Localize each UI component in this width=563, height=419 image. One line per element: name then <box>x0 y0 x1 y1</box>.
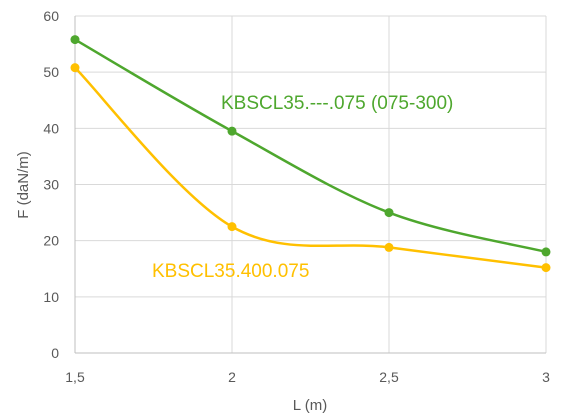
y-tick-label: 20 <box>43 233 59 249</box>
data-point <box>227 222 237 232</box>
series-label-green: KBSCL35.---.075 (075-300) <box>221 93 453 114</box>
y-tick-label: 50 <box>43 64 59 80</box>
y-axis-title: F (daN/m) <box>15 151 32 219</box>
x-axis-title: L (m) <box>293 397 327 414</box>
x-tick-label: 1,5 <box>65 369 85 385</box>
gridlines <box>75 15 547 353</box>
data-point <box>384 208 394 218</box>
y-tick-label: 30 <box>43 177 59 193</box>
y-tick-label: 40 <box>43 120 59 136</box>
series-label-yellow: KBSCL35.400.075 <box>152 261 309 282</box>
x-tick-label: 3 <box>542 369 550 385</box>
series-lines <box>73 38 548 269</box>
x-tick-labels: 1,5 2 2,5 3 <box>65 369 550 385</box>
series-line-1 <box>73 66 548 269</box>
series-line-0 <box>73 38 548 254</box>
data-point <box>384 242 394 252</box>
y-tick-label: 10 <box>43 289 59 305</box>
series-points <box>70 35 551 273</box>
y-tick-label: 0 <box>51 345 59 361</box>
x-tick-label: 2,5 <box>379 369 399 385</box>
data-point <box>227 126 237 136</box>
data-point <box>541 247 551 257</box>
data-point <box>70 35 80 45</box>
x-tick-label: 2 <box>228 369 236 385</box>
y-tick-labels: 0 10 20 30 40 50 60 <box>43 8 59 361</box>
data-point <box>541 263 551 273</box>
data-point <box>70 63 80 73</box>
y-tick-label: 60 <box>43 8 59 24</box>
